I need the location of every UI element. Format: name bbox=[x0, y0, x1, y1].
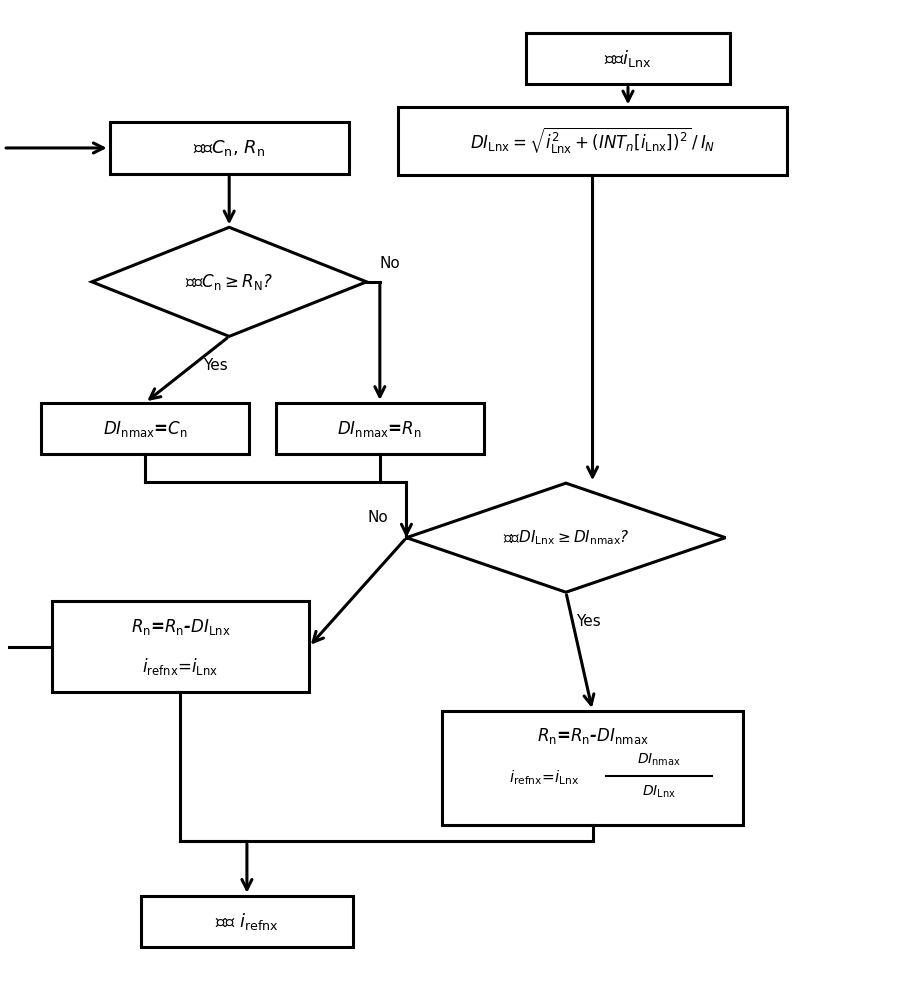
Text: $\mathit{DI}_\mathrm{nmax}$: $\mathit{DI}_\mathrm{nmax}$ bbox=[637, 751, 681, 768]
Polygon shape bbox=[407, 483, 726, 592]
Text: 判断$\mathit{C}_\mathrm{n}$$\geq$$\mathit{R}_\mathrm{N}$?: 判断$\mathit{C}_\mathrm{n}$$\geq$$\mathit{… bbox=[185, 272, 273, 292]
Text: $\mathit{DI}_\mathrm{nmax}$=$\mathit{C}_\mathrm{n}$: $\mathit{DI}_\mathrm{nmax}$=$\mathit{C}_… bbox=[102, 419, 188, 439]
Text: $\mathit{DI}_\mathrm{Lnx}$: $\mathit{DI}_\mathrm{Lnx}$ bbox=[642, 784, 676, 800]
Text: $DI_\mathrm{Lnx}=\sqrt{i^2_\mathrm{Lnx}+(INT_n[i_\mathrm{Lnx}])^2}\,/\,I_N$: $DI_\mathrm{Lnx}=\sqrt{i^2_\mathrm{Lnx}+… bbox=[470, 126, 715, 156]
Text: $\mathit{R}_\mathrm{n}$=$\mathit{R}_\mathrm{n}$-$\mathit{DI}_\mathrm{nmax}$: $\mathit{R}_\mathrm{n}$=$\mathit{R}_\mat… bbox=[537, 726, 648, 746]
Text: No: No bbox=[368, 510, 389, 525]
Bar bbox=[141, 896, 353, 947]
Text: $\mathit{i}_\mathrm{refnx}$=$\mathit{i}_\mathrm{Lnx}$: $\mathit{i}_\mathrm{refnx}$=$\mathit{i}_… bbox=[508, 768, 579, 787]
Bar bbox=[398, 107, 788, 175]
Bar bbox=[526, 33, 730, 84]
Text: $\mathit{i}_\mathrm{refnx}$=$\mathit{i}_\mathrm{Lnx}$: $\mathit{i}_\mathrm{refnx}$=$\mathit{i}_… bbox=[142, 656, 218, 677]
Text: 读取$\mathit{i}_\mathrm{Lnx}$: 读取$\mathit{i}_\mathrm{Lnx}$ bbox=[604, 48, 652, 69]
Bar bbox=[276, 403, 484, 454]
Text: $\mathit{R}_\mathrm{n}$=$\mathit{R}_\mathrm{n}$-$\mathit{DI}_\mathrm{Lnx}$: $\mathit{R}_\mathrm{n}$=$\mathit{R}_\mat… bbox=[130, 617, 230, 637]
Text: 读取$\mathit{C}_\mathrm{n}$, $\mathit{R}_\mathrm{n}$: 读取$\mathit{C}_\mathrm{n}$, $\mathit{R}_\… bbox=[193, 138, 266, 158]
Bar bbox=[110, 122, 348, 174]
Bar bbox=[52, 601, 309, 692]
Text: Yes: Yes bbox=[204, 358, 228, 373]
Text: 输出 $\mathit{i}_\mathrm{refnx}$: 输出 $\mathit{i}_\mathrm{refnx}$ bbox=[216, 911, 278, 932]
Bar bbox=[41, 403, 249, 454]
Text: 判断$\mathit{DI}_\mathrm{Lnx}$$\geq$$\mathit{DI}_\mathrm{nmax}$?: 判断$\mathit{DI}_\mathrm{Lnx}$$\geq$$\math… bbox=[503, 528, 629, 547]
Text: No: No bbox=[380, 256, 401, 271]
Bar bbox=[442, 711, 744, 825]
Text: $\mathit{DI}_\mathrm{nmax}$=$\mathit{R}_\mathrm{n}$: $\mathit{DI}_\mathrm{nmax}$=$\mathit{R}_… bbox=[338, 419, 422, 439]
Polygon shape bbox=[92, 227, 366, 336]
Text: Yes: Yes bbox=[576, 614, 601, 629]
